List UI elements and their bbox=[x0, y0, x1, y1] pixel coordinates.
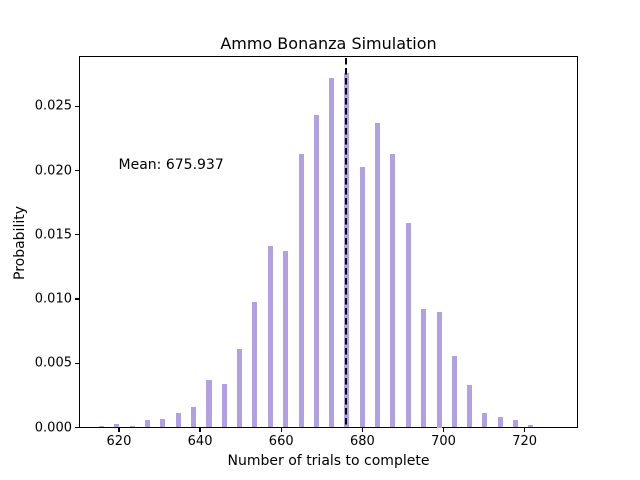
histogram-bar bbox=[359, 166, 365, 428]
histogram-bar bbox=[267, 246, 273, 428]
histogram-bar bbox=[221, 383, 227, 428]
histogram-bar bbox=[252, 301, 258, 428]
y-tick-label: 0.000 bbox=[34, 420, 72, 435]
x-tick-label: 680 bbox=[349, 434, 375, 449]
x-tick-mark bbox=[442, 427, 445, 432]
mean-dashed-line bbox=[344, 57, 347, 428]
histogram-bar bbox=[344, 72, 350, 428]
x-tick-label: 720 bbox=[512, 434, 538, 449]
histogram-bar bbox=[145, 419, 151, 428]
chart-title: Ammo Bonanza Simulation bbox=[220, 34, 437, 53]
mean-annotation: Mean: 675.937 bbox=[118, 157, 224, 174]
y-tick-label: 0.025 bbox=[34, 98, 72, 114]
x-axis-label: Number of trials to complete bbox=[227, 453, 430, 469]
histogram-bar bbox=[497, 417, 503, 428]
histogram-bar bbox=[236, 349, 242, 428]
x-tick-label: 700 bbox=[431, 434, 456, 449]
y-tick-mark bbox=[74, 298, 79, 300]
histogram-bar bbox=[283, 251, 289, 428]
histogram-bar bbox=[466, 385, 472, 428]
histogram-bar bbox=[528, 424, 534, 428]
histogram-bar bbox=[175, 413, 181, 428]
x-tick-label: 620 bbox=[106, 434, 132, 449]
y-tick-mark bbox=[74, 426, 79, 429]
histogram-bar bbox=[160, 418, 166, 428]
histogram-bar bbox=[405, 223, 411, 428]
histogram-bar bbox=[390, 153, 396, 428]
x-tick-mark bbox=[199, 427, 201, 432]
y-tick-label: 0.015 bbox=[34, 227, 72, 243]
plot-area bbox=[78, 56, 578, 429]
y-tick-mark bbox=[74, 105, 79, 107]
histogram-bar bbox=[374, 123, 380, 428]
histogram-bar bbox=[114, 424, 120, 428]
histogram-bar bbox=[313, 115, 319, 428]
x-tick-mark bbox=[361, 427, 363, 432]
y-tick-mark bbox=[74, 169, 79, 172]
y-tick-mark bbox=[74, 362, 79, 364]
y-tick-label: 0.005 bbox=[34, 355, 72, 371]
x-tick-label: 640 bbox=[187, 434, 213, 449]
histogram-bar bbox=[191, 406, 197, 428]
y-tick-label: 0.020 bbox=[34, 163, 72, 179]
y-axis-label: Probability bbox=[12, 205, 28, 280]
histogram-bar bbox=[482, 413, 488, 428]
histogram-bar bbox=[206, 379, 212, 428]
y-tick-label: 0.010 bbox=[34, 291, 72, 307]
x-tick-mark bbox=[524, 427, 526, 432]
histogram-bar bbox=[451, 355, 457, 428]
histogram-bar bbox=[298, 153, 304, 428]
x-tick-label: 660 bbox=[268, 434, 294, 449]
histogram-bar bbox=[436, 311, 442, 428]
histogram-bar bbox=[98, 425, 105, 428]
histogram-bar bbox=[129, 425, 135, 428]
histogram-bar bbox=[513, 419, 519, 428]
x-tick-mark bbox=[118, 427, 120, 432]
histogram-bar bbox=[329, 78, 335, 428]
y-tick-mark bbox=[74, 234, 79, 236]
x-tick-mark bbox=[280, 427, 282, 432]
histogram-bar bbox=[421, 309, 427, 428]
